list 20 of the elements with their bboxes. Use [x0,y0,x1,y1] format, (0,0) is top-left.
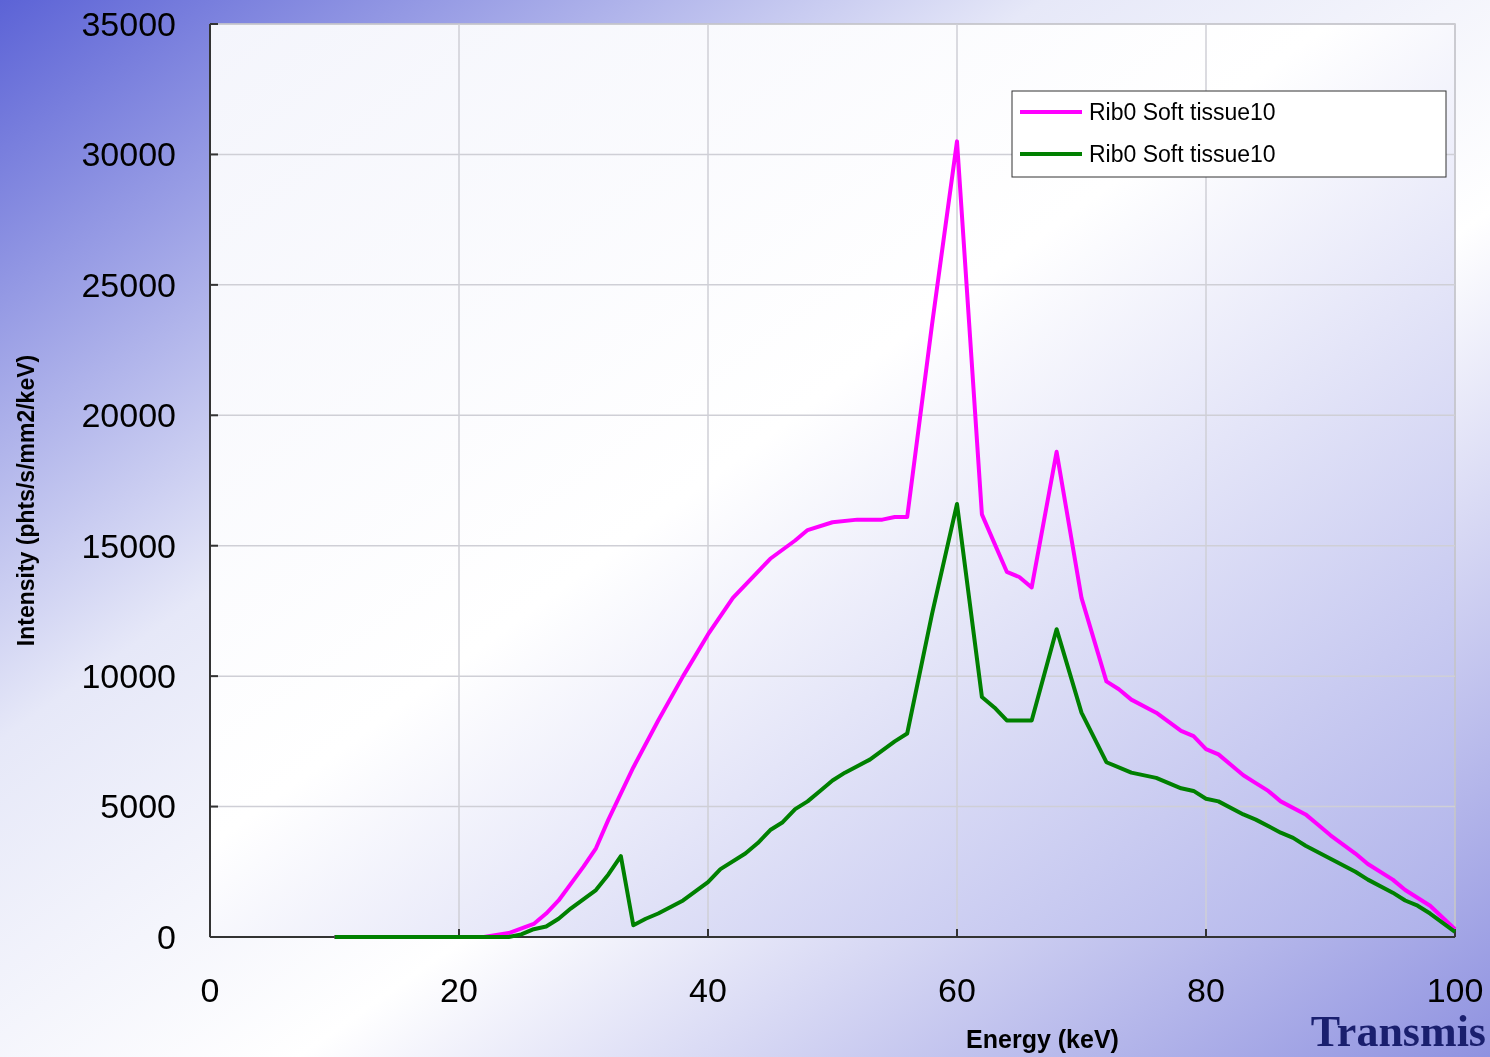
legend-label: Rib0 Soft tissue10 [1089,99,1276,126]
y-tick-label: 35000 [81,4,176,43]
y-tick-label: 25000 [81,265,176,304]
y-tick-label: 5000 [100,787,176,826]
y-tick-label: 10000 [81,657,176,696]
x-tick-label: 0 [200,971,220,1009]
x-tick-label: 40 [689,971,727,1009]
y-axis-title: Intensity (phts/s/mm2/keV) [13,354,39,647]
x-tick-label: 100 [1426,971,1484,1009]
line-series [332,501,1457,939]
x-tick-label: 80 [1187,971,1225,1009]
text: Transmis [1310,1007,1486,1056]
y-tick-label: 20000 [81,396,176,435]
x-tick-label: 60 [938,971,976,1009]
y-tick-label: 30000 [81,135,176,174]
legend-label: Rib0 Soft tissue10 [1089,141,1276,168]
y-tick-label: 15000 [81,526,176,565]
y-tick-label: 0 [157,917,176,956]
x-tick-label: 20 [440,971,478,1009]
x-axis-title: Energy (keV) [966,1025,1119,1053]
